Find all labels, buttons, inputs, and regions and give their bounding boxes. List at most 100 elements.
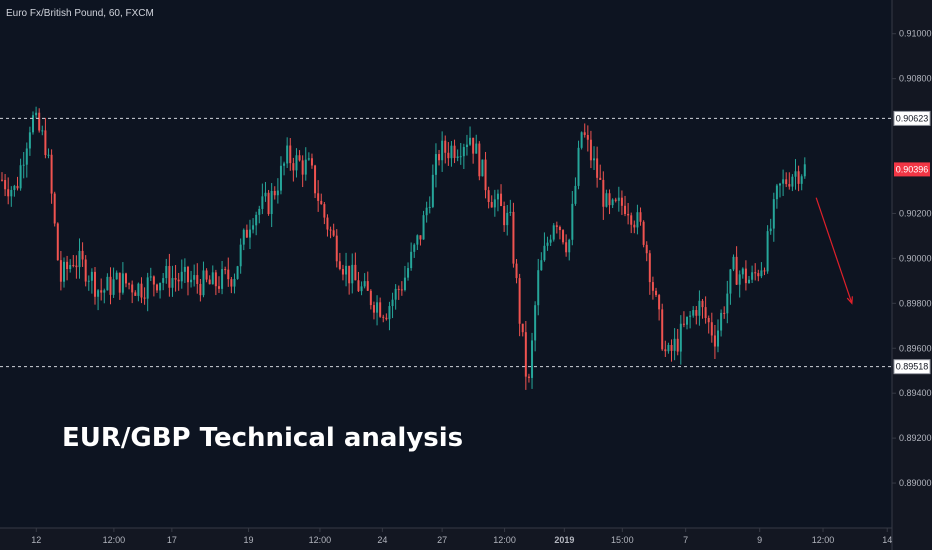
candle[interactable] [720, 309, 723, 337]
candle[interactable] [16, 176, 19, 191]
candle[interactable] [493, 189, 496, 217]
candle[interactable] [679, 315, 682, 365]
candle[interactable] [363, 273, 366, 289]
candle[interactable] [155, 283, 158, 293]
candle[interactable] [462, 143, 465, 170]
candle[interactable] [605, 189, 608, 208]
candle[interactable] [388, 301, 391, 331]
candle[interactable] [782, 169, 785, 197]
candle[interactable] [419, 235, 422, 246]
candle[interactable] [224, 266, 227, 275]
candle[interactable] [713, 324, 716, 359]
candle[interactable] [472, 137, 475, 164]
candle[interactable] [797, 165, 800, 192]
candle[interactable] [128, 282, 131, 290]
candle[interactable] [434, 143, 437, 188]
candle[interactable] [221, 261, 224, 295]
candle[interactable] [695, 306, 698, 325]
candle[interactable] [31, 111, 34, 135]
candle[interactable] [735, 246, 738, 286]
candle[interactable] [800, 174, 803, 191]
candle[interactable] [81, 242, 84, 267]
candle[interactable] [261, 183, 264, 215]
candle[interactable] [620, 190, 623, 215]
candle[interactable] [56, 222, 59, 261]
candle[interactable] [676, 328, 679, 356]
candle[interactable] [78, 238, 81, 279]
candle[interactable] [577, 140, 580, 190]
candle[interactable] [481, 159, 484, 177]
candle[interactable] [453, 139, 456, 164]
candle[interactable] [289, 138, 292, 171]
candle[interactable] [757, 269, 760, 282]
candle[interactable] [751, 265, 754, 283]
candle[interactable] [407, 262, 410, 281]
candle[interactable] [304, 147, 307, 181]
candle[interactable] [655, 287, 658, 298]
candle[interactable] [53, 191, 56, 227]
candle[interactable] [230, 276, 233, 294]
candle[interactable] [248, 219, 251, 250]
candle[interactable] [596, 146, 599, 188]
candle[interactable] [469, 126, 472, 146]
candle[interactable] [667, 342, 670, 354]
candle[interactable] [602, 171, 605, 220]
candle[interactable] [661, 303, 664, 351]
candle[interactable] [360, 281, 363, 296]
candle[interactable] [75, 255, 78, 279]
candle[interactable] [165, 258, 168, 284]
candle[interactable] [785, 172, 788, 188]
candle[interactable] [608, 189, 611, 215]
candle[interactable] [766, 225, 769, 274]
candle[interactable] [456, 149, 459, 162]
candle[interactable] [794, 159, 797, 190]
candle[interactable] [732, 254, 735, 272]
candle[interactable] [580, 131, 583, 150]
candle[interactable] [242, 228, 245, 251]
candle[interactable] [760, 262, 763, 279]
candle[interactable] [531, 332, 534, 389]
candle[interactable] [568, 238, 571, 261]
candle[interactable] [748, 275, 751, 284]
candle[interactable] [72, 255, 75, 268]
candle[interactable] [50, 149, 53, 204]
candle[interactable] [633, 220, 636, 234]
plot-area[interactable] [0, 0, 892, 528]
candle[interactable] [267, 189, 270, 216]
candle[interactable] [651, 276, 654, 300]
candle[interactable] [416, 234, 419, 251]
candle[interactable] [589, 130, 592, 169]
candle[interactable] [351, 253, 354, 294]
candle[interactable] [69, 259, 72, 273]
candle[interactable] [775, 183, 778, 209]
candle[interactable] [252, 218, 255, 234]
candle[interactable] [658, 293, 661, 321]
candle[interactable] [354, 252, 357, 281]
candle[interactable] [183, 258, 186, 284]
candle[interactable] [186, 265, 189, 296]
candle[interactable] [348, 265, 351, 295]
candle[interactable] [413, 243, 416, 258]
candle[interactable] [137, 282, 140, 302]
candle[interactable] [366, 271, 369, 291]
candle[interactable] [124, 272, 127, 288]
candle[interactable] [546, 236, 549, 251]
candle[interactable] [410, 242, 413, 271]
candle[interactable] [558, 225, 561, 240]
candle[interactable] [639, 207, 642, 226]
candle[interactable] [496, 189, 499, 212]
candle[interactable] [673, 328, 676, 361]
candle[interactable] [112, 267, 115, 298]
candle[interactable] [682, 311, 685, 328]
candle[interactable] [627, 202, 630, 225]
candle[interactable] [521, 323, 524, 337]
candle[interactable] [87, 275, 90, 291]
candle[interactable] [258, 205, 261, 224]
candle[interactable] [645, 241, 648, 262]
candle[interactable] [698, 290, 701, 326]
candle[interactable] [7, 177, 10, 205]
candle[interactable] [357, 271, 360, 293]
candle[interactable] [211, 265, 214, 285]
candle[interactable] [180, 259, 183, 289]
candle[interactable] [146, 272, 149, 312]
